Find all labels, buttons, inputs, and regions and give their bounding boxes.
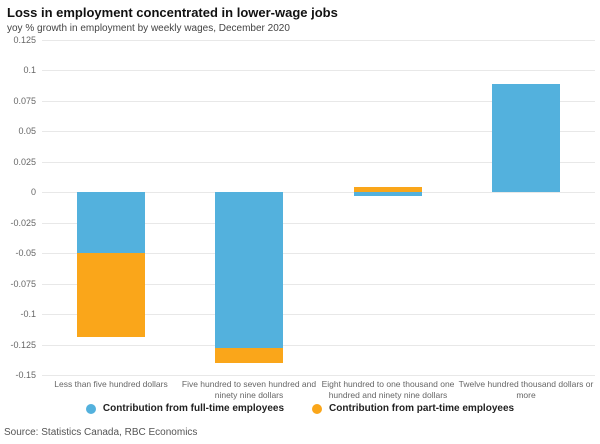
y-tick-label: 0.05 (18, 126, 36, 136)
gridline (42, 375, 595, 376)
bar-segment-full-time[interactable] (77, 192, 145, 253)
legend-marker-icon (312, 403, 323, 414)
bar-segment-full-time[interactable] (492, 84, 560, 192)
y-tick-label: 0.125 (13, 35, 36, 45)
y-tick-label: -0.15 (15, 370, 36, 380)
bar-segment-part-time[interactable] (215, 348, 283, 363)
gridline (42, 345, 595, 346)
y-tick-label: -0.025 (10, 218, 36, 228)
legend-item-label: Contribution from full-time employees (102, 403, 285, 414)
bar-segment-part-time[interactable] (77, 253, 145, 337)
gridline (42, 101, 595, 102)
legend-marker-icon (85, 403, 96, 414)
y-tick-label: 0.1 (23, 65, 36, 75)
y-tick-label: -0.125 (10, 340, 36, 350)
legend-item-part-time[interactable]: Contribution from part-time employees (312, 403, 514, 414)
x-category-label: Less than five hundred dollars (54, 379, 168, 389)
gridline (42, 253, 595, 254)
gridline (42, 162, 595, 163)
y-tick-label: -0.1 (20, 309, 36, 319)
y-tick-label: 0.025 (13, 157, 36, 167)
legend-item-label: Contribution from part-time employees (329, 403, 515, 414)
gridline (42, 223, 595, 224)
y-tick-label: -0.075 (10, 279, 36, 289)
y-tick-label: -0.05 (15, 248, 36, 258)
x-category-label: Twelve hundred thousand dollars or more (458, 379, 594, 401)
chart-subtitle: yoy % growth in employment by weekly wag… (7, 23, 290, 34)
y-tick-label: 0 (30, 187, 36, 197)
x-category-label: Five hundred to seven hundred and ninety… (181, 379, 317, 401)
y-tick-label: 0.075 (13, 96, 36, 106)
gridline (42, 131, 595, 132)
bar-segment-full-time[interactable] (215, 192, 283, 348)
bar-segment-part-time[interactable] (354, 187, 422, 192)
gridline (42, 70, 595, 71)
chart-title: Loss in employment concentrated in lower… (7, 5, 338, 20)
x-category-label: Eight hundred to one thousand one hundre… (321, 379, 455, 401)
bar-segment-full-time[interactable] (354, 192, 422, 196)
gridline (42, 192, 595, 193)
legend: Contribution from full-time employees Con… (0, 403, 600, 414)
gridline (42, 40, 595, 41)
legend-item-full-time[interactable]: Contribution from full-time employees (85, 403, 285, 414)
gridline (42, 314, 595, 315)
gridline (42, 284, 595, 285)
source-note: Source: Statistics Canada, RBC Economics (4, 427, 198, 438)
